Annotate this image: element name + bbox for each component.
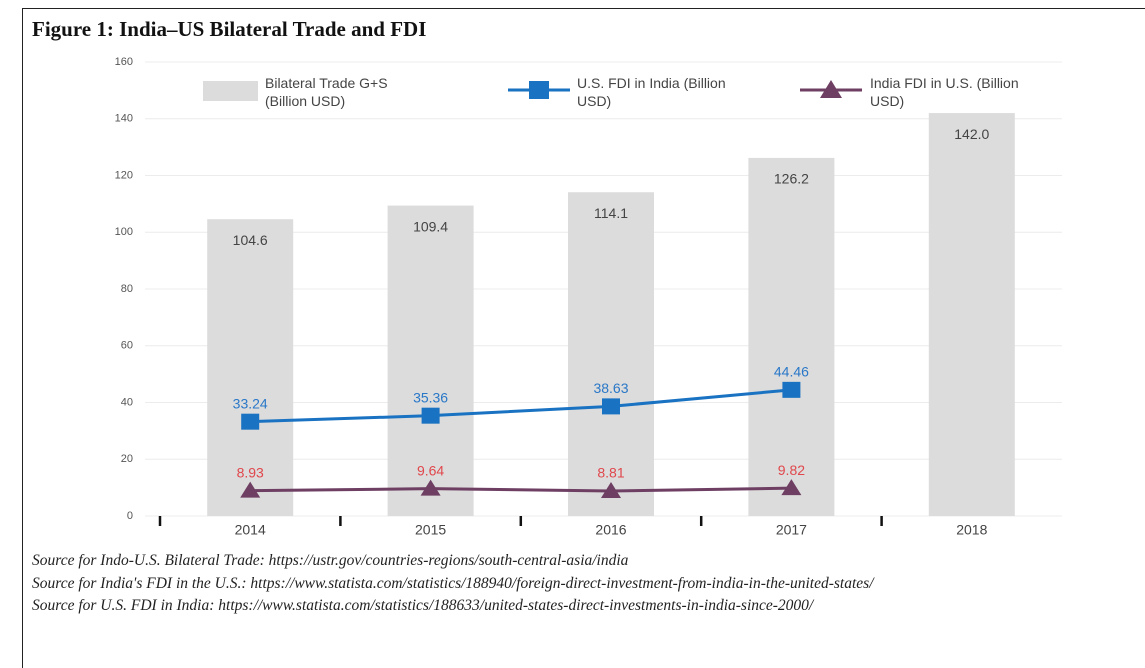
source-note: Source for Indo-U.S. Bilateral Trade: ht… bbox=[32, 552, 629, 569]
legend-label: Bilateral Trade G+S (Billion USD) bbox=[265, 75, 388, 109]
chart-title: Figure 1: India–US Bilateral Trade and F… bbox=[32, 17, 426, 41]
bar bbox=[207, 219, 294, 516]
legend-swatch bbox=[820, 80, 842, 98]
marker bbox=[601, 482, 621, 499]
x-tick-label: 2017 bbox=[776, 522, 807, 538]
source-note: Source for India's FDI in the U.S.: http… bbox=[32, 574, 874, 592]
x-tick-label: 2014 bbox=[235, 522, 266, 538]
y-tick-label: 140 bbox=[115, 113, 133, 125]
line-value-label: 9.82 bbox=[778, 462, 805, 478]
marker bbox=[782, 381, 801, 398]
y-tick-label: 80 bbox=[121, 283, 133, 295]
legend-swatch bbox=[529, 81, 549, 99]
bar bbox=[568, 192, 654, 516]
marker bbox=[420, 479, 441, 496]
y-tick-label: 40 bbox=[121, 396, 133, 408]
marker bbox=[781, 479, 802, 496]
y-tick-label: 100 bbox=[115, 226, 133, 238]
line bbox=[250, 486, 792, 493]
marker bbox=[421, 407, 440, 424]
bar-value-label: 104.6 bbox=[233, 232, 268, 248]
bar bbox=[387, 205, 474, 516]
line-value-label: 44.46 bbox=[774, 364, 809, 380]
y-tick-label: 20 bbox=[121, 453, 133, 465]
bar bbox=[748, 157, 835, 516]
bar-value-label: 109.4 bbox=[413, 218, 448, 234]
source-note: Source for U.S. FDI in India: https://ww… bbox=[32, 597, 814, 614]
bar bbox=[928, 113, 1015, 516]
legend-label: U.S. FDI in India (Billion USD) bbox=[577, 75, 726, 109]
marker bbox=[240, 481, 261, 498]
legend-label: India FDI in U.S. (Billion USD) bbox=[870, 75, 1019, 109]
marker bbox=[241, 413, 260, 430]
y-tick-label: 0 bbox=[127, 510, 133, 522]
line-value-label: 9.64 bbox=[417, 462, 444, 478]
x-tick-label: 2018 bbox=[956, 522, 987, 538]
legend-swatch bbox=[203, 81, 258, 101]
chart: Figure 1: India–US Bilateral Trade and F… bbox=[32, 17, 1062, 538]
notes: Source for Indo-U.S. Bilateral Trade: ht… bbox=[32, 550, 1137, 618]
line-value-label: 8.93 bbox=[237, 464, 264, 480]
x-tick-label: 2016 bbox=[595, 522, 626, 538]
bar-value-label: 142.0 bbox=[954, 126, 989, 142]
frame bbox=[22, 8, 1145, 668]
bar-value-label: 114.1 bbox=[594, 205, 628, 221]
line-value-label: 35.36 bbox=[413, 389, 448, 405]
y-tick-label: 120 bbox=[115, 169, 133, 181]
bar-value-label: 126.2 bbox=[774, 171, 809, 187]
x-tick-label: 2015 bbox=[415, 522, 446, 538]
line-value-label: 8.81 bbox=[597, 465, 624, 481]
line bbox=[250, 388, 792, 424]
y-tick-label: 160 bbox=[115, 56, 133, 68]
line-value-label: 33.24 bbox=[233, 395, 268, 411]
y-tick-label: 60 bbox=[121, 340, 133, 352]
marker bbox=[602, 398, 620, 415]
line-value-label: 38.63 bbox=[593, 380, 628, 396]
